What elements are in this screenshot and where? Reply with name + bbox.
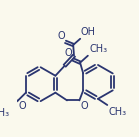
Text: CH₃: CH₃	[89, 44, 108, 54]
Text: O: O	[57, 31, 65, 41]
Text: CH₃: CH₃	[0, 108, 10, 118]
Text: OH: OH	[81, 27, 96, 37]
Text: O: O	[65, 48, 72, 58]
Text: O: O	[19, 101, 27, 111]
Text: O: O	[80, 101, 88, 111]
Text: CH₃: CH₃	[109, 107, 127, 117]
